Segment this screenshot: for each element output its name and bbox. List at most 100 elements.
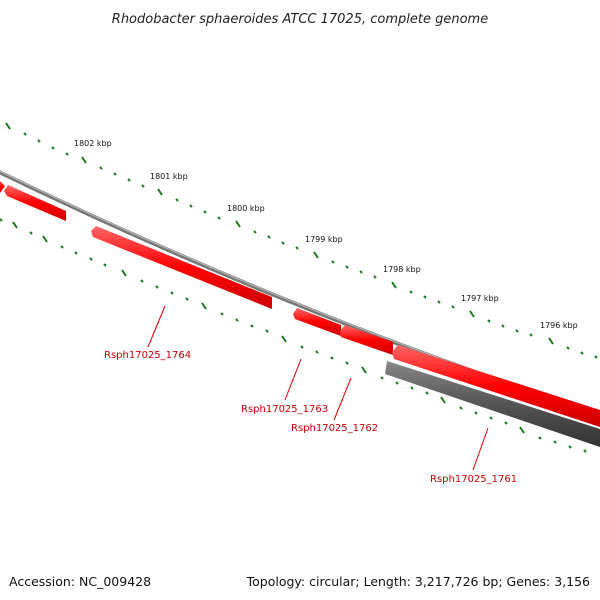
genome-backbone: [0, 170, 600, 417]
tick-1802-minor: [81, 156, 87, 164]
gene-label[interactable]: Rsph17025_1764: [104, 350, 191, 361]
tick-dot: [459, 406, 463, 410]
tick-minor: [121, 269, 127, 277]
tick-minor: [519, 426, 525, 434]
accession-text: Accession: NC_009428: [9, 574, 151, 589]
tick-minor: [201, 302, 207, 310]
gene-forward-1761-region[interactable]: [392, 345, 600, 427]
tick-label: 1802 kbp: [74, 139, 112, 148]
tick-dot: [501, 324, 505, 328]
tick-dot: [140, 279, 144, 283]
tick-dot: [155, 285, 159, 289]
outer-tick-ring: [5, 122, 598, 359]
genome-summary-text: Topology: circular; Length: 3,217,726 bp…: [246, 574, 590, 589]
tick-label: 1800 kbp: [227, 204, 265, 213]
leader-line-1764: [147, 305, 166, 348]
tick-label: 1796 kbp: [540, 321, 578, 330]
genome-backbone-highlight: [0, 170, 600, 415]
tick-dot: [331, 260, 335, 264]
tick-dot: [235, 318, 239, 322]
tick-1799-major: [313, 251, 319, 259]
tick-dot: [409, 290, 413, 294]
tick-dot: [89, 257, 93, 261]
tick-dot: [220, 312, 224, 316]
tick-label: 1799 kbp: [305, 235, 343, 244]
leader-line-1761: [472, 427, 489, 471]
tick-dot: [185, 297, 189, 301]
tick-dot: [395, 381, 399, 385]
tick-dot: [489, 416, 493, 420]
tick-dot: [23, 132, 27, 136]
gene-rsph17025-1762[interactable]: [340, 325, 393, 355]
tick-dot: [253, 230, 257, 234]
gene-rsph17025-1764[interactable]: [91, 226, 272, 309]
gene-rsph17025-1763[interactable]: [293, 308, 341, 336]
tick-dot: [267, 235, 271, 239]
tick-dot: [423, 295, 427, 299]
tick-dot: [451, 305, 455, 309]
tick-minor: [440, 396, 446, 404]
tick-dot: [568, 445, 572, 449]
tick-label: 1798 kbp: [383, 265, 421, 274]
tick-minor: [42, 235, 48, 243]
gene-forward-1765[interactable]: [4, 185, 66, 221]
tick-dot: [265, 329, 269, 333]
tick-dot: [103, 263, 107, 267]
tick-dot: [281, 241, 285, 245]
tick-dot: [529, 333, 533, 337]
gene-label[interactable]: Rsph17025_1763: [241, 404, 328, 415]
tick-dot: [425, 391, 429, 395]
tick-dot: [217, 216, 221, 220]
tick-dot: [437, 300, 441, 304]
tick-dot: [359, 270, 363, 274]
tick-dot: [300, 345, 304, 349]
gene-label[interactable]: Rsph17025_1762: [291, 423, 378, 434]
gene-label[interactable]: Rsph17025_1761: [430, 474, 517, 485]
tick-dot: [538, 436, 542, 440]
gene-rsph17025-1761[interactable]: [385, 361, 600, 447]
tick-dot: [250, 324, 254, 328]
tick-dot: [203, 210, 207, 214]
tick-dot: [474, 411, 478, 415]
tick-dot: [175, 198, 179, 202]
tick-dot: [315, 350, 319, 354]
tick-dot: [60, 245, 64, 249]
tick-minor: [12, 221, 18, 229]
tick-dot: [170, 291, 174, 295]
leader-line-1763: [284, 358, 302, 401]
leader-line-1762: [333, 377, 352, 421]
map-title: Rhodobacter sphaeroides ATCC 17025, comp…: [112, 12, 488, 27]
tick-1796-major: [548, 337, 554, 345]
tick-dot: [99, 166, 103, 170]
tick-dot: [345, 361, 349, 365]
tick-1797-major: [469, 310, 475, 318]
tick-dot: [74, 251, 78, 255]
tick-minor: [361, 366, 367, 374]
tick-dot: [113, 172, 117, 176]
tick-dot: [37, 139, 41, 143]
tick-dot: [566, 346, 570, 350]
tick-dot: [189, 204, 193, 208]
tick-1801-major: [157, 188, 163, 196]
tick-dot: [410, 386, 414, 390]
tick-dot: [373, 275, 377, 279]
tick-dot: [580, 351, 584, 355]
gene-forward-partial[interactable]: [0, 180, 5, 193]
tick-minor: [281, 335, 287, 343]
tick-dot: [345, 265, 349, 269]
tick-dot: [127, 178, 131, 182]
tick-dot: [65, 152, 69, 156]
tick-dot: [380, 376, 384, 380]
tick-1798-major: [391, 281, 397, 289]
tick-dot: [51, 146, 55, 150]
tick-dot: [515, 329, 519, 333]
tick-dot: [295, 246, 299, 250]
tick-dot: [504, 421, 508, 425]
tick-1802-major: [5, 122, 11, 130]
tick-dot: [487, 319, 491, 323]
tick-dot: [330, 356, 334, 360]
inner-tick-ring: [0, 218, 587, 453]
tick-dot: [0, 218, 3, 222]
tick-label: 1801 kbp: [150, 172, 188, 181]
